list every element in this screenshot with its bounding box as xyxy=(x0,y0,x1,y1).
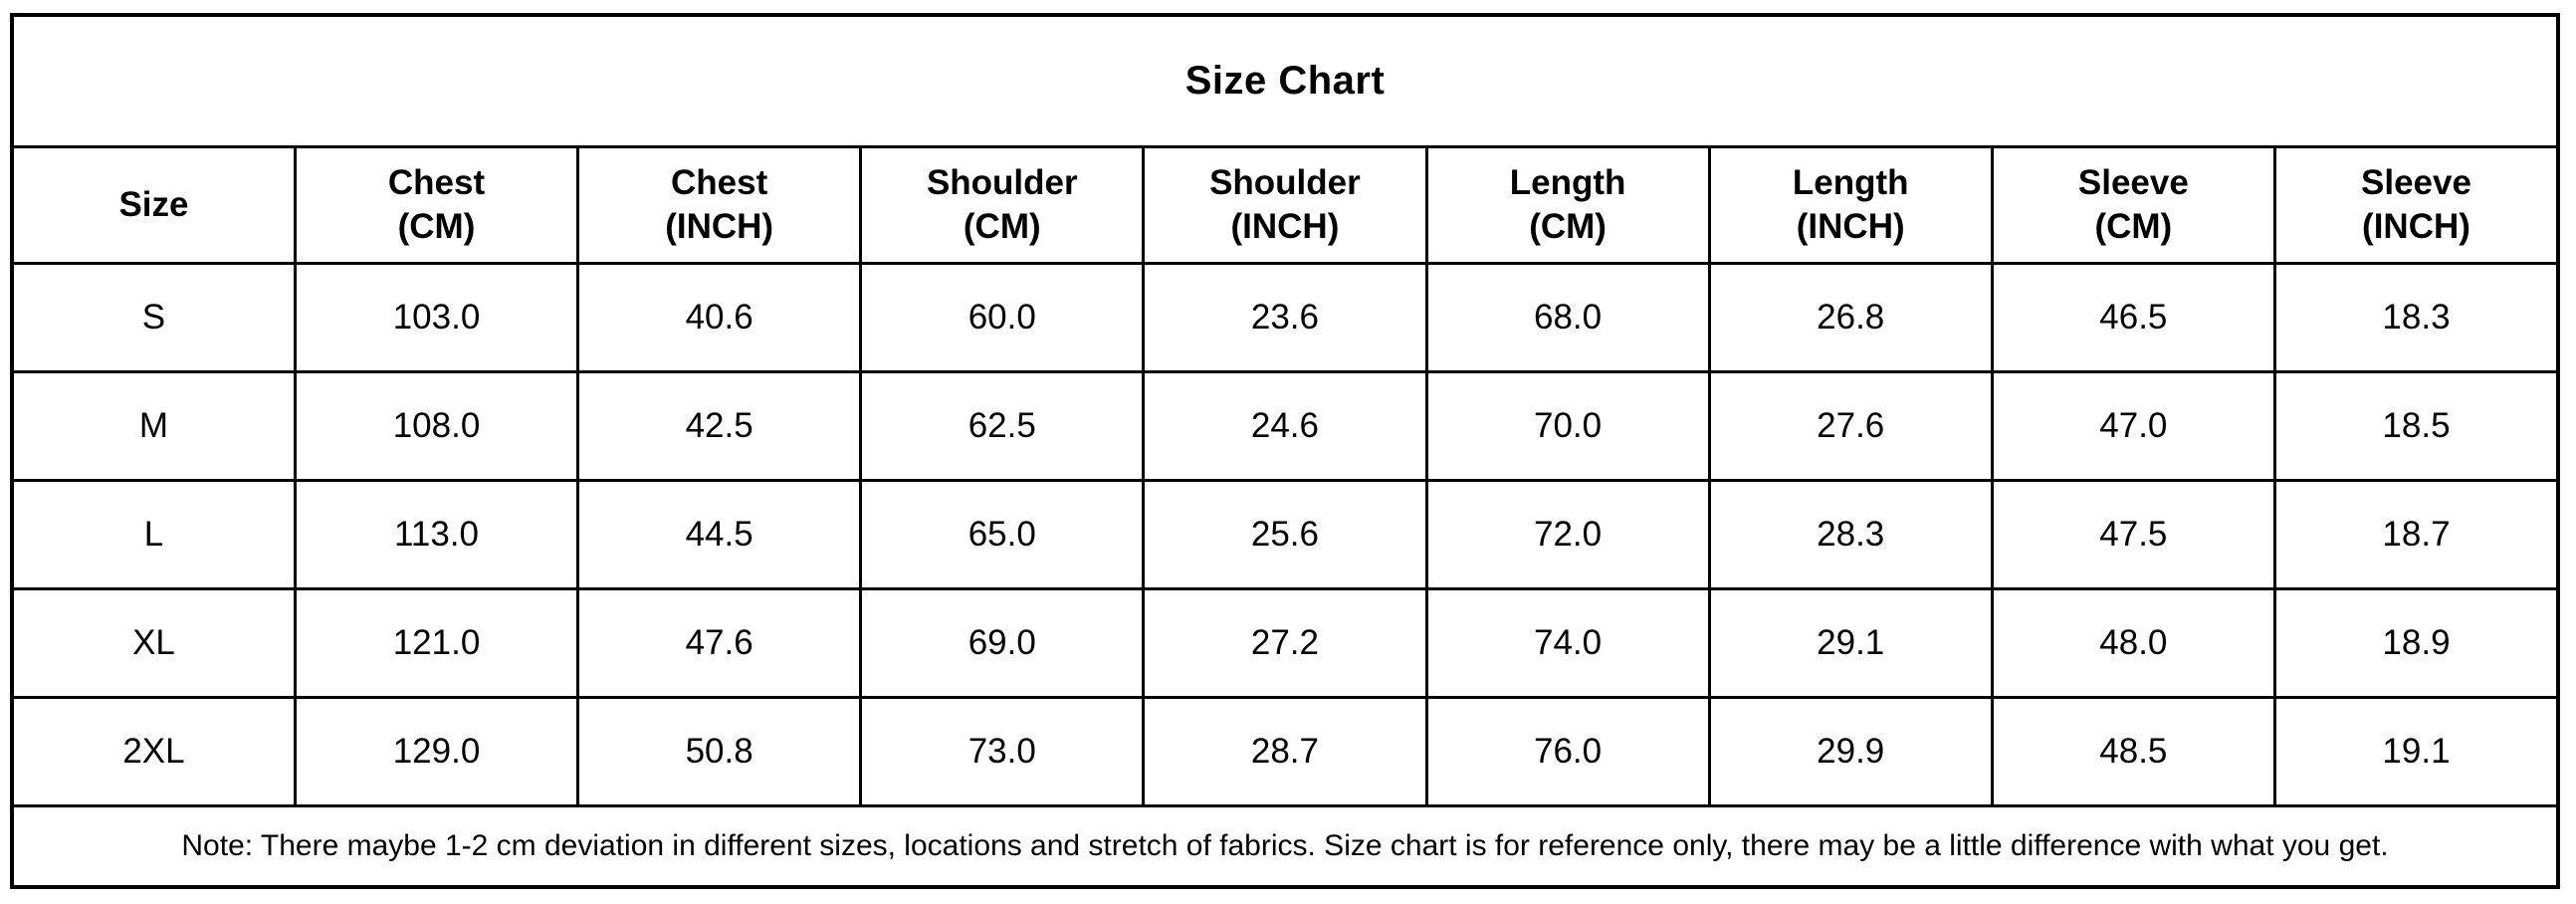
value-cell-sleeve-inch: 18.9 xyxy=(2382,622,2451,662)
header-unit: (INCH) xyxy=(1230,207,1340,246)
value-cell-sleeve-inch: 18.7 xyxy=(2382,514,2451,554)
value-cell-sleeve-inch: 18.5 xyxy=(2382,405,2451,445)
value-cell-chest-inch: 40.6 xyxy=(579,265,863,370)
header-row: Size Chest (CM) Chest (INCH) Shoulder (C… xyxy=(14,148,2556,265)
value-cell-length-inch: 26.8 xyxy=(1711,265,1994,370)
header-unit: (INCH) xyxy=(665,207,774,246)
value-cell-sleeve-cm: 46.5 xyxy=(1994,265,2276,370)
value-cell-shoulder-inch: 24.6 xyxy=(1145,373,1428,479)
value-cell-shoulder-inch: 28.7 xyxy=(1145,699,1428,804)
header-cell-shoulder-cm: Shoulder (CM) xyxy=(862,148,1146,262)
header-cell-sleeve-inch: Sleeve (INCH) xyxy=(2276,148,2556,262)
value-cell-length-cm: 74.0 xyxy=(1428,590,1711,696)
header-label: Size xyxy=(118,184,189,224)
value-cell-length-inch: 29.1 xyxy=(1711,590,1994,696)
header-unit: (CM) xyxy=(2094,207,2173,246)
value-cell-length-inch: 28.3 xyxy=(1711,482,1994,587)
value-cell-shoulder-cm: 60.0 xyxy=(862,265,1146,370)
header-label: Shoulder xyxy=(926,162,1078,202)
value-cell-chest-cm: 129.0 xyxy=(297,699,580,804)
table-row-s: S 103.0 40.6 60.0 23.6 68.0 26.8 46.5 18… xyxy=(14,265,2556,373)
value-cell-chest-inch: 44.5 xyxy=(579,482,863,587)
value-cell-sleeve-inch: 18.3 xyxy=(2382,297,2451,337)
value-cell-shoulder-inch: 27.2 xyxy=(1145,590,1428,696)
header-label: Shoulder xyxy=(1209,162,1361,202)
value-cell-sleeve-cm: 48.0 xyxy=(1994,590,2276,696)
table-row-2xl: 2XL 129.0 50.8 73.0 28.7 76.0 29.9 48.5 … xyxy=(14,699,2556,807)
header-cell-length-inch: Length (INCH) xyxy=(1711,148,1994,262)
value-cell-sleeve-cm: 47.0 xyxy=(1994,373,2276,479)
value-cell-shoulder-cm: 65.0 xyxy=(862,482,1146,587)
value-cell-chest-cm: 113.0 xyxy=(297,482,580,587)
header-cell-chest-cm: Chest (CM) xyxy=(297,148,580,262)
size-chart-table: Size Chart Size Chest (CM) Chest (INCH) … xyxy=(10,13,2560,889)
size-cell: L xyxy=(14,482,297,587)
table-row-xl: XL 121.0 47.6 69.0 27.2 74.0 29.1 48.0 1… xyxy=(14,590,2556,699)
value-cell-shoulder-cm: 69.0 xyxy=(862,590,1146,696)
size-cell: S xyxy=(14,265,297,370)
value-cell-chest-inch: 42.5 xyxy=(579,373,863,479)
header-label: Length xyxy=(1792,162,1909,202)
header-unit: (CM) xyxy=(397,207,476,246)
header-unit: (CM) xyxy=(963,207,1041,246)
header-cell-chest-inch: Chest (INCH) xyxy=(579,148,863,262)
value-cell-shoulder-inch: 25.6 xyxy=(1145,482,1428,587)
value-cell-length-cm: 76.0 xyxy=(1428,699,1711,804)
value-cell-length-inch: 27.6 xyxy=(1711,373,1994,479)
header-unit: (CM) xyxy=(1529,207,1607,246)
header-label: Chest xyxy=(387,162,486,202)
value-cell-shoulder-cm: 73.0 xyxy=(862,699,1146,804)
value-cell-length-inch: 29.9 xyxy=(1711,699,1994,804)
table-row-l: L 113.0 44.5 65.0 25.6 72.0 28.3 47.5 18… xyxy=(14,482,2556,590)
value-cell-chest-cm: 108.0 xyxy=(297,373,580,479)
note-text: Note: There maybe 1-2 cm deviation in di… xyxy=(181,829,2389,862)
header-cell-sleeve-cm: Sleeve (CM) xyxy=(1994,148,2276,262)
size-cell: M xyxy=(14,373,297,479)
header-cell-length-cm: Length (CM) xyxy=(1428,148,1711,262)
note-row: Note: There maybe 1-2 cm deviation in di… xyxy=(14,807,2556,885)
value-cell-sleeve-cm: 48.5 xyxy=(1994,699,2276,804)
value-cell-chest-inch: 50.8 xyxy=(579,699,863,804)
size-cell: 2XL xyxy=(14,699,297,804)
value-cell-length-cm: 72.0 xyxy=(1428,482,1711,587)
value-cell-chest-inch: 47.6 xyxy=(579,590,863,696)
table-title: Size Chart xyxy=(14,17,2556,148)
value-cell-shoulder-cm: 62.5 xyxy=(862,373,1146,479)
table-row-m: M 108.0 42.5 62.5 24.6 70.0 27.6 47.0 18… xyxy=(14,373,2556,482)
size-cell: XL xyxy=(14,590,297,696)
value-cell-shoulder-inch: 23.6 xyxy=(1145,265,1428,370)
value-cell-sleeve-cm: 47.5 xyxy=(1994,482,2276,587)
header-unit: (INCH) xyxy=(1796,207,1905,246)
header-label: Sleeve xyxy=(2077,162,2189,202)
header-cell-size: Size xyxy=(14,148,297,262)
value-cell-chest-cm: 103.0 xyxy=(297,265,580,370)
value-cell-length-cm: 70.0 xyxy=(1428,373,1711,479)
value-cell-sleeve-inch: 19.1 xyxy=(2382,731,2451,771)
header-label: Length xyxy=(1509,162,1626,202)
value-cell-length-cm: 68.0 xyxy=(1428,265,1711,370)
value-cell-chest-cm: 121.0 xyxy=(297,590,580,696)
header-unit: (INCH) xyxy=(2362,207,2470,246)
header-cell-shoulder-inch: Shoulder (INCH) xyxy=(1145,148,1428,262)
header-label: Sleeve xyxy=(2361,162,2471,202)
header-label: Chest xyxy=(671,162,768,202)
